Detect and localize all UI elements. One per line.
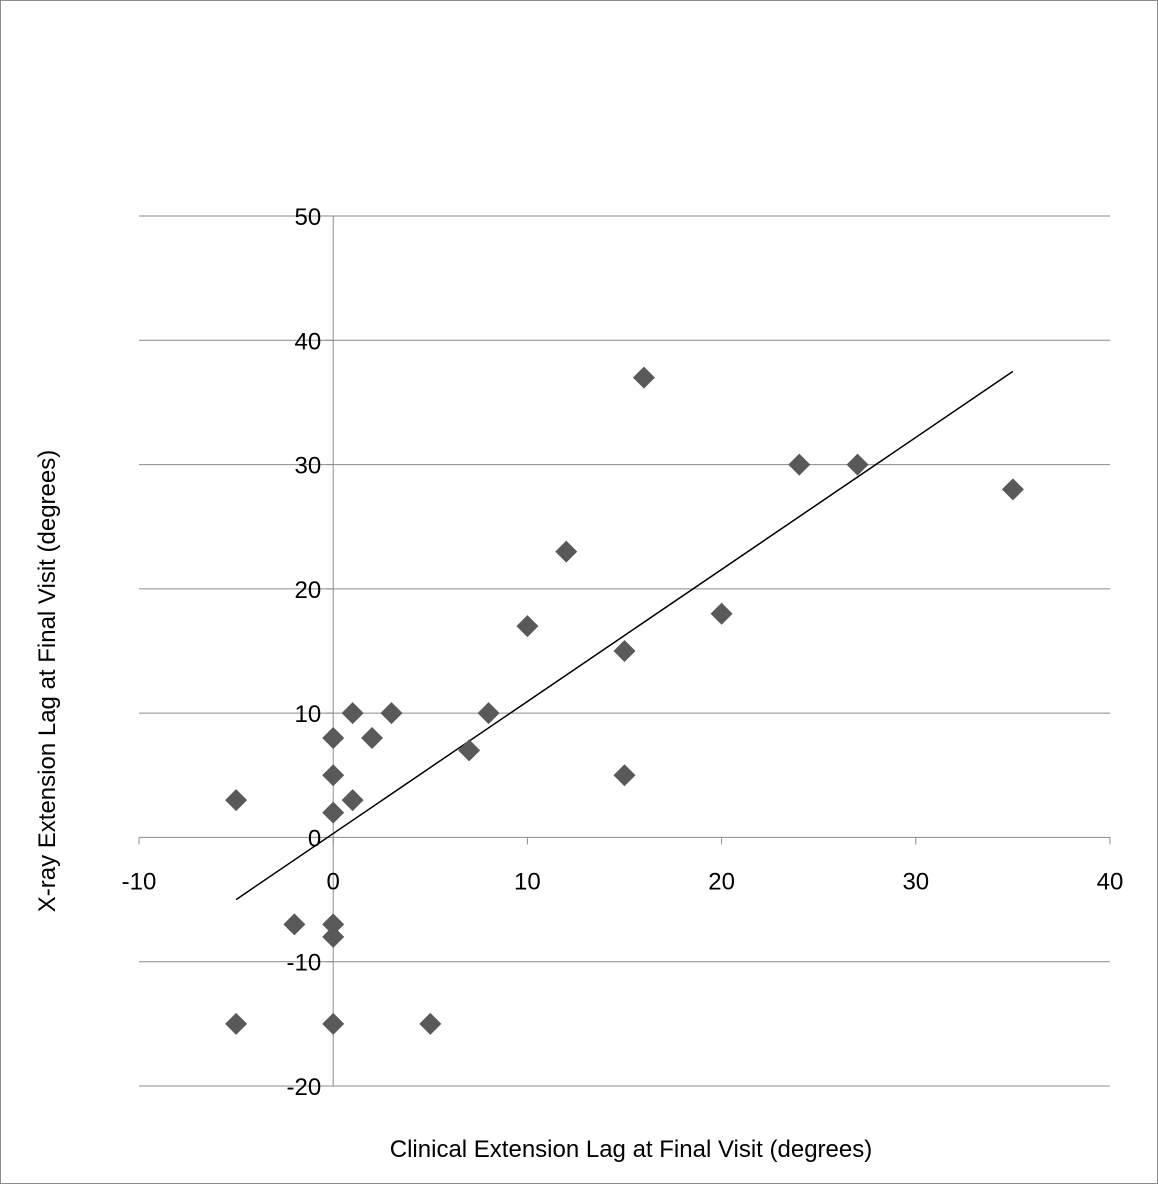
data-point (477, 702, 500, 725)
x-tick-label: 10 (514, 868, 541, 895)
x-tick-label: -10 (122, 868, 157, 895)
data-point (788, 453, 811, 476)
data-point (1001, 478, 1024, 501)
trendline (235, 370, 1014, 901)
data-point (341, 789, 364, 812)
data-point (322, 913, 345, 936)
y-axis-title: X-ray Extension Lag at Final Visit (degr… (34, 450, 61, 912)
y-tick-label: 40 (294, 328, 321, 355)
data-point (341, 702, 364, 725)
y-tick-label: 10 (294, 701, 321, 728)
y-tick-label: -10 (287, 950, 322, 977)
data-point (555, 540, 578, 563)
data-point (516, 615, 539, 638)
x-tick-label: 0 (327, 868, 340, 895)
x-tick-label: 40 (1097, 868, 1124, 895)
data-point (710, 602, 733, 625)
x-tick-label: 30 (902, 868, 929, 895)
data-point (632, 366, 655, 389)
data-point (613, 640, 636, 662)
y-tick-label: -20 (287, 1074, 322, 1101)
x-tick-label: 20 (708, 868, 735, 895)
data-point (322, 727, 345, 749)
data-point (283, 913, 306, 936)
y-tick-label: 30 (294, 453, 321, 480)
trendline-line (235, 370, 1014, 901)
data-point (846, 453, 869, 476)
data-points (225, 366, 1024, 1035)
y-tick-label: 50 (294, 204, 321, 231)
data-point (322, 764, 345, 787)
x-axis-title: Clinical Extension Lag at Final Visit (d… (390, 1136, 872, 1163)
data-point (322, 801, 345, 824)
data-point (225, 1012, 248, 1035)
data-point (419, 1012, 442, 1035)
data-point (322, 1012, 345, 1035)
data-point (322, 925, 345, 948)
data-point (613, 764, 636, 787)
data-point (225, 789, 248, 812)
data-point (458, 739, 481, 762)
y-tick-label: 0 (308, 825, 321, 852)
gridlines (139, 215, 1110, 1087)
y-tick-label: 20 (294, 577, 321, 604)
data-point (380, 702, 403, 725)
data-point (361, 727, 384, 749)
tick-labels: -10 0 10 20 30 40 -20 -10 0 10 20 30 40 50 (122, 204, 1124, 1101)
